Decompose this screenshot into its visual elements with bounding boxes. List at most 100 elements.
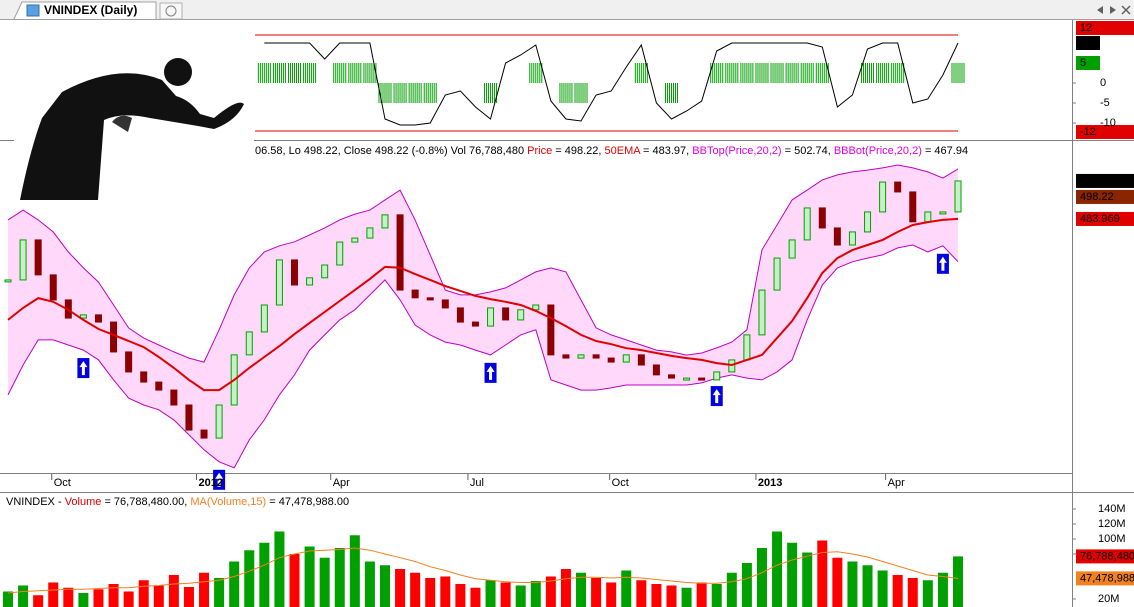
candle: [125, 351, 133, 373]
tab-icon: [26, 4, 40, 17]
header-segment: VNINDEX -: [6, 496, 65, 508]
header-segment: Volume: [65, 496, 102, 508]
value-box: [1076, 549, 1134, 564]
volume-bar: [229, 561, 240, 607]
volume-bar: [244, 550, 255, 607]
y-tick-label: -10: [1100, 117, 1116, 129]
x-tick-label: Apr: [333, 477, 350, 489]
volume-bar: [560, 568, 571, 607]
buy-arrow-icon: [79, 361, 88, 376]
buy-arrow: [484, 362, 497, 383]
candle: [924, 211, 932, 223]
volume-bar: [636, 580, 647, 607]
y-tick-label: -5: [1100, 97, 1110, 109]
y-tick-label: 100M: [1098, 533, 1126, 545]
candle: [411, 289, 419, 299]
volume-bar: [334, 548, 345, 607]
volume-bar: [591, 577, 602, 607]
x-tick-label: Jul: [470, 477, 484, 489]
candle: [803, 207, 811, 241]
volume-bar: [259, 542, 270, 607]
x-tick-label: 2012: [198, 477, 222, 489]
buy-arrow-icon: [215, 472, 224, 487]
volume-bar: [847, 561, 858, 607]
buy-arrow-icon: [938, 256, 947, 271]
buy-arrow-icon: [486, 365, 495, 380]
candle: [94, 314, 102, 323]
header-segment: = 483.97,: [640, 145, 692, 157]
new-tab-icon: [165, 5, 177, 17]
candle: [879, 181, 887, 213]
candle: [456, 307, 464, 323]
buy-arrow: [936, 253, 949, 274]
volume-bar: [711, 583, 722, 607]
volume-bar: [153, 585, 164, 607]
candle: [4, 279, 12, 283]
header-segment: = 76,788,480.00,: [101, 496, 190, 508]
y-tick-label: 0: [1100, 77, 1106, 89]
bb-top-line: [7, 164, 959, 363]
volume-bar: [681, 587, 692, 607]
candle: [848, 231, 856, 246]
volume-bar: [138, 580, 149, 607]
x-tick-label: Apr: [888, 477, 905, 489]
candle: [788, 239, 796, 259]
volume-bar: [33, 595, 44, 607]
scroll-arrows[interactable]: [1097, 6, 1116, 14]
value-box-label: 498.22: [1080, 191, 1114, 203]
value-box-label: 10: [1080, 37, 1092, 49]
candle: [140, 371, 148, 383]
candle: [667, 374, 675, 379]
candle: [833, 227, 841, 246]
new-tab-button[interactable]: [159, 2, 183, 20]
candle: [487, 307, 495, 327]
band-fill: [8, 165, 958, 468]
tab-bar: [0, 0, 1134, 20]
volume-bar: [515, 585, 526, 607]
volume-bar: [953, 556, 963, 607]
tab-title[interactable]: VNINDEX (Daily): [44, 3, 137, 17]
buy-arrow: [77, 358, 90, 379]
candle: [818, 207, 826, 229]
volume-bar: [319, 557, 330, 607]
candle: [909, 191, 917, 223]
volume-bar: [862, 565, 873, 607]
close-button[interactable]: [1121, 5, 1131, 15]
volume-bar: [3, 591, 13, 607]
volume-bar: [78, 592, 89, 607]
candle: [426, 297, 434, 301]
candle: [366, 227, 374, 239]
volume-bar: [214, 577, 225, 607]
value-box: [1076, 56, 1100, 70]
value-box-label: 483.969: [1080, 213, 1120, 225]
volume-bar: [787, 542, 798, 607]
volume-bar: [817, 540, 828, 607]
candle: [471, 321, 479, 327]
y-tick-label: 140M: [1098, 503, 1126, 515]
candle: [260, 304, 268, 333]
volume-bar: [168, 574, 179, 607]
candle: [577, 354, 585, 359]
value-box: [1076, 211, 1134, 226]
volume-bar: [606, 582, 617, 607]
volume-bar: [349, 535, 360, 607]
volume-bar: [877, 570, 888, 607]
value-box-label: -12: [1080, 126, 1096, 138]
candle: [79, 314, 87, 319]
value-box-label: 76,788,480: [1080, 550, 1134, 562]
volume-bar: [726, 572, 737, 607]
buy-arrow-icon: [712, 389, 721, 404]
volume-ma-line: [7, 547, 959, 594]
tab[interactable]: [13, 1, 157, 20]
volume-bar: [304, 546, 315, 607]
volume-bar: [440, 576, 451, 607]
value-box: [1076, 21, 1134, 35]
candle: [683, 377, 691, 381]
candle: [652, 364, 660, 376]
candle: [562, 354, 570, 359]
candle: [351, 237, 359, 243]
volume-bar: [108, 583, 119, 607]
value-box: [1076, 125, 1134, 139]
volume-bar: [741, 562, 752, 607]
